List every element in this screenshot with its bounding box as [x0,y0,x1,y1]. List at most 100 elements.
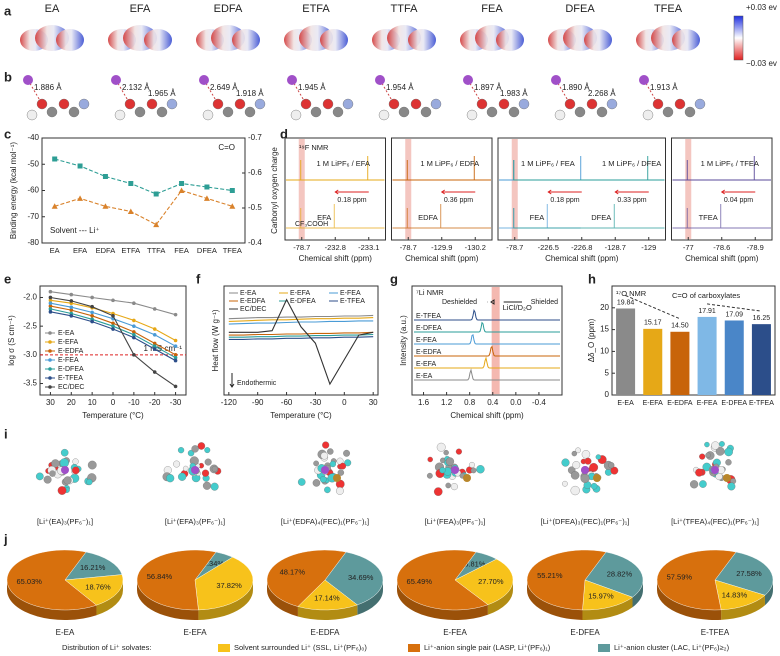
series-line [50,291,176,316]
series-line [54,158,233,195]
molecule-name: DFEA [565,3,595,15]
atom [436,442,446,452]
reference-band [511,139,518,239]
atom [156,106,168,118]
y-tick-label: 0 [605,390,610,399]
note-arrow [229,373,235,388]
li-atom [111,75,121,85]
molecule-model [287,75,354,121]
x-tick-label: 0 [342,398,347,407]
pie-name: E-EDFA [311,628,341,637]
atom [589,463,599,472]
legend-title: Distribution of Li⁺ solvates: [62,643,151,652]
value-label: 15.17 [644,320,662,327]
x-axis-title: Temperature (°C) [82,411,144,420]
esp-lobe [56,29,84,51]
atom [466,109,478,121]
atom [398,106,410,118]
arrows [487,299,522,305]
legend-label: E-DFEA [58,366,84,373]
atom [725,459,732,466]
legend-marker [48,385,52,389]
pie-slice [584,551,644,598]
trace [286,204,385,229]
reference-label: CF₃COOH [295,221,328,228]
atom [313,460,319,467]
y-tick-label: -70 [27,212,39,221]
series-line [228,317,374,322]
atom [211,465,218,472]
atom [204,458,212,466]
x-tick-label: -78.7 [400,243,417,252]
cluster-model [297,441,352,495]
molecule-name: EA [45,3,60,15]
value-label: 34.69% [348,573,374,582]
esp-lobe [320,29,348,51]
cluster-label: [Li⁺(DFEA)₃(FEC)₁(PF₆⁻)₁] [541,517,630,526]
li-o-distance: 1.897 Å [474,83,502,92]
y-tick-label: -60 [27,186,39,195]
atom [327,448,334,455]
y2-tick-label: -0.7 [248,133,262,142]
atom [336,487,344,495]
value-label: 28.82% [607,570,633,579]
x-tick-label: -20 [149,398,161,407]
pie-slice [64,574,124,606]
atom [450,483,458,491]
esp-surface [284,25,348,51]
y-axis-title: Heat flow (W g⁻¹) [211,309,220,371]
legend-swatch [218,644,230,652]
li-atom [711,466,719,474]
li-atom [23,75,33,85]
pie-slice [136,549,217,611]
legend-label: Solvent surrounded Li⁺ (SSL, Li⁺(PF₆)₀) [234,643,367,652]
series-line [228,331,374,336]
pie-side [764,580,773,606]
atom [71,466,80,475]
marker [204,184,210,190]
legend-label: EC/DEC [240,306,266,313]
esp-lobe [144,29,172,51]
atom [430,98,442,110]
value-label: 6.81% [464,559,486,568]
atom [470,467,477,474]
x-tick-label: ETFA [121,246,140,255]
atom [571,450,578,457]
sample-label: 1 M LiPF₆ / EFA [317,159,370,168]
atom [344,459,352,467]
marker [102,174,108,179]
atom [201,469,210,477]
value-label: 17.09 [725,311,743,318]
trace [513,156,665,181]
pie-slice [714,551,774,596]
reference-band [491,287,500,394]
atom [719,441,725,447]
value-label: 48.17% [280,567,306,576]
li-atom [191,466,199,474]
x-tick-label: 30 [46,398,55,407]
shift-arrow [547,189,582,195]
reference-band [298,139,305,239]
atom [300,98,312,110]
value-label: 27.58% [736,569,762,578]
atom [443,449,449,456]
p-atom [463,474,471,482]
series-line [228,298,374,386]
x-tick-label: -90 [252,398,264,407]
atom [222,106,234,118]
cluster-model [426,442,485,496]
atom [574,106,586,118]
p-atom [723,474,731,482]
atom [584,457,592,465]
x-tick-label: -232.8 [325,243,346,252]
solvent-label: TFEA [699,213,718,222]
atom [427,456,433,463]
trace [672,204,771,229]
bar [697,316,717,395]
value-label: 57.59% [667,573,693,582]
bar [643,328,663,395]
atom [49,470,56,477]
atom [476,98,488,110]
x-tick-label: -120 [221,398,238,407]
